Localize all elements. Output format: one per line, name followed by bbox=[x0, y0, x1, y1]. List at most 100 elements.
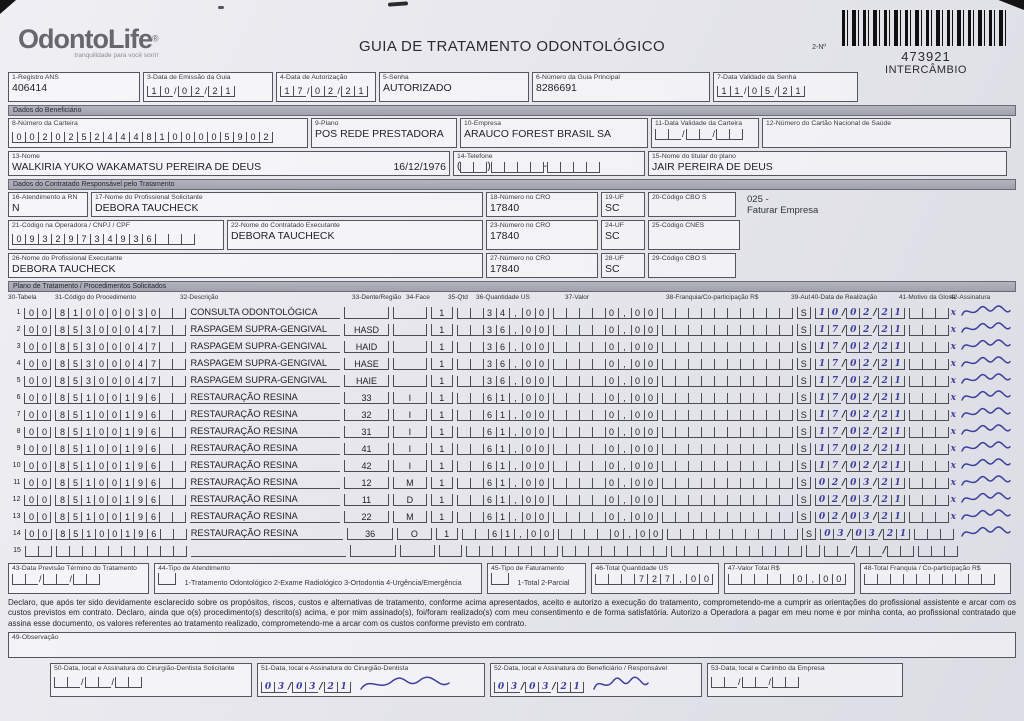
comb-cell: 0 bbox=[51, 132, 64, 143]
comb-cell bbox=[456, 495, 470, 506]
comb-cell bbox=[578, 376, 592, 387]
comb-cell bbox=[661, 478, 675, 489]
comb-cell bbox=[752, 512, 766, 523]
comb-cell: , bbox=[508, 410, 522, 421]
comb-cell bbox=[765, 359, 779, 370]
date-comb: 1 1/0 5/2 1 bbox=[717, 84, 806, 97]
comb-cell bbox=[692, 529, 706, 540]
comb-cell: 0 bbox=[37, 359, 52, 370]
comb-cell: 1 bbox=[495, 461, 509, 472]
comb-cell: 0 bbox=[846, 478, 860, 489]
field-label: 49-Observação bbox=[12, 634, 59, 642]
totals-row: 43-Data Previsão Término do Tratamento /… bbox=[8, 563, 1016, 594]
comb-cell bbox=[552, 495, 566, 506]
realization-date-comb: 1 0/0 2/2 1 bbox=[815, 306, 905, 319]
field-validade-carteira: 11-Data Validade da Carteira / / bbox=[651, 118, 759, 148]
glosa-field bbox=[913, 527, 956, 540]
auth-field: S bbox=[796, 392, 812, 404]
auth-field: S bbox=[796, 358, 812, 370]
comb-cell bbox=[687, 342, 701, 353]
comb-cell: 2 bbox=[882, 529, 896, 540]
field-label: 13-Nome bbox=[12, 153, 40, 160]
scan-corner-artifact bbox=[998, 0, 1024, 10]
procedure-row: 14 0 0 8 5 1 0 0 1 9 6 RESTAURAÇÃO RESINA 36 O 1 6 1, 0 0 0… bbox=[8, 523, 1016, 540]
comb-cell bbox=[739, 495, 753, 506]
comb-cell: 0 bbox=[37, 478, 52, 489]
date-separator: / bbox=[882, 546, 887, 556]
comb-cell bbox=[700, 393, 714, 404]
auth-field: S bbox=[796, 460, 812, 472]
field-value: DEBORA TAUCHECK bbox=[231, 230, 335, 242]
comb-cell: 6 bbox=[482, 478, 496, 489]
comb-cell: 1 bbox=[890, 376, 905, 387]
comb-cell: 2 bbox=[323, 682, 337, 694]
comb-cell bbox=[770, 529, 784, 540]
comb-cell: , bbox=[617, 478, 631, 489]
comb-cell bbox=[778, 461, 793, 472]
birth-date: 16/12/1976 bbox=[393, 161, 446, 173]
comb-cell: 2 bbox=[828, 495, 842, 506]
registered-mark: ® bbox=[151, 33, 159, 44]
comb-cell bbox=[133, 546, 147, 557]
date-separator: / bbox=[873, 308, 877, 318]
comb-cell: 3 bbox=[864, 529, 878, 540]
comb-cell bbox=[700, 495, 714, 506]
comb-cell: 1 bbox=[890, 461, 905, 472]
comb-cell bbox=[876, 574, 890, 585]
comb-cell: 0 bbox=[146, 308, 160, 319]
comb-cell: 2 bbox=[259, 132, 273, 143]
realization-date-comb: 1 7/0 2/2 1 bbox=[815, 374, 905, 387]
realization-date-comb: 1 7/0 2/2 1 bbox=[815, 357, 905, 370]
comb-cell: , bbox=[673, 574, 687, 585]
comb-cell bbox=[107, 546, 121, 557]
comb-cell: 3 bbox=[482, 325, 496, 336]
comb-cell bbox=[159, 478, 173, 489]
comb-cell bbox=[921, 325, 935, 336]
comb-cell: 6 bbox=[142, 234, 155, 245]
comb-cell: 0 bbox=[635, 529, 649, 540]
comb-cell: 1 bbox=[815, 359, 829, 370]
comb-cell: 9 bbox=[133, 461, 147, 472]
comb-cell bbox=[765, 478, 779, 489]
comb-cell: 0 bbox=[37, 325, 52, 336]
field-cro-prof-executante: 27-Número no CRO 17840 bbox=[486, 253, 598, 278]
comb-cell bbox=[941, 574, 955, 585]
procedure-row: 1 0 0 8 1 0 0 0 0 3 0 CONSULTA ODONTOLÓGICA 1 3 4, 0 0 0,… bbox=[8, 302, 1016, 319]
comb-cell: 6 bbox=[482, 461, 496, 472]
signature-cell bbox=[960, 389, 1012, 404]
comb-cell: 0 bbox=[534, 478, 549, 489]
comb-cell bbox=[779, 574, 793, 585]
realization-date-comb: 1 7/0 2/2 1 bbox=[815, 391, 905, 404]
procedure-description: RESTAURAÇÃO RESINA bbox=[190, 442, 341, 455]
signature-scribble bbox=[961, 373, 1011, 384]
comb-cell: 0 bbox=[94, 529, 108, 540]
comb-cell: , bbox=[617, 393, 631, 404]
field-uf-executante: 24-UF SC bbox=[601, 220, 645, 250]
comb-cell bbox=[469, 308, 483, 319]
date-separator: / bbox=[878, 529, 882, 539]
signature-scribble bbox=[961, 509, 1011, 520]
row-number: 14 bbox=[12, 530, 21, 537]
comb-cell: 0 bbox=[643, 308, 658, 319]
comb-cell bbox=[713, 393, 727, 404]
comb-cell bbox=[908, 376, 922, 387]
comb-cell: 0 bbox=[107, 495, 121, 506]
field-label: 18-Número no CRO bbox=[490, 194, 551, 201]
comb-cell: 2 bbox=[208, 86, 222, 97]
signature-scribble bbox=[359, 676, 450, 690]
comb-cell: 1 bbox=[68, 308, 82, 319]
comb-cell: 0 bbox=[24, 529, 38, 540]
comb-cell bbox=[674, 359, 688, 370]
field-registro-ans: 1-Registro ANS 406414 bbox=[8, 72, 140, 102]
comb-cell: 0 bbox=[207, 132, 220, 143]
comb-cell: 9 bbox=[64, 234, 77, 245]
comb-cell bbox=[172, 512, 187, 523]
comb-cell: 0 bbox=[643, 495, 658, 506]
comb-cell bbox=[772, 677, 786, 689]
